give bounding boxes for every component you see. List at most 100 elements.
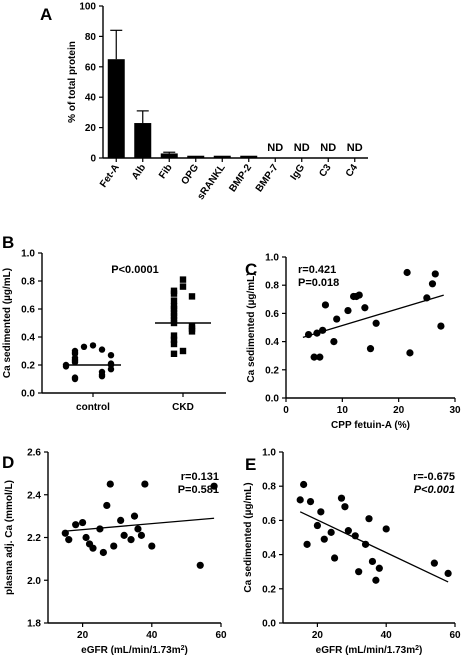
data-point <box>368 557 377 566</box>
control-point <box>80 343 88 350</box>
data-point <box>79 518 87 527</box>
data-point <box>127 536 135 544</box>
bar <box>213 155 231 158</box>
p-value-annotation: P<0.001 <box>414 484 455 496</box>
data-point <box>96 525 104 533</box>
y-tick-label: 100 <box>79 2 96 13</box>
data-point <box>361 304 369 312</box>
data-point <box>306 497 315 506</box>
ckd-point <box>170 290 178 297</box>
data-point <box>361 540 370 548</box>
data-point <box>65 536 73 544</box>
data-point <box>319 326 327 334</box>
data-point <box>148 542 156 550</box>
x-tick-label: control <box>76 402 110 413</box>
data-point <box>99 548 107 557</box>
data-point <box>327 528 335 536</box>
control-point <box>107 366 115 373</box>
y-axis-label: Ca sedimented (µg/mL) <box>246 272 257 382</box>
data-point <box>320 535 328 543</box>
y-tick-label: 0.4 <box>265 337 279 348</box>
data-point <box>437 322 445 330</box>
r-value-annotation: r=-0.675 <box>413 471 455 483</box>
data-point <box>304 330 313 339</box>
data-point <box>423 294 431 302</box>
data-point <box>61 529 69 537</box>
x-tick-label: 60 <box>449 630 461 641</box>
data-point <box>317 508 325 516</box>
control-point <box>98 373 106 380</box>
ckd-point <box>179 283 187 290</box>
y-tick-label: 1.0 <box>265 253 279 264</box>
data-point <box>313 521 321 530</box>
y-tick-label: 0.0 <box>265 394 279 405</box>
data-point <box>310 353 318 361</box>
data-point <box>351 532 359 540</box>
y-tick-label: 0.8 <box>265 281 279 292</box>
y-tick-label: 60 <box>85 62 97 73</box>
data-point <box>331 554 339 562</box>
y-tick-label: 0.2 <box>265 365 279 376</box>
data-point <box>103 501 111 510</box>
data-point <box>106 480 114 488</box>
y-tick-label: 1.0 <box>21 249 35 260</box>
y-tick-label: 40 <box>85 93 97 104</box>
data-point <box>313 329 321 337</box>
ckd-point <box>170 332 178 339</box>
data-point <box>141 480 149 488</box>
y-tick-label: 80 <box>85 32 97 43</box>
data-point <box>210 482 218 490</box>
panel-b-dot-plot: 0.0 0.2 0.4 0.6 0.8 1.0 Ca sedimented (µg/mL) c… <box>2 249 226 413</box>
x-tick-label: 30 <box>449 405 461 416</box>
data-point <box>134 525 142 533</box>
x-tick-label: 20 <box>312 630 324 641</box>
nd-label: ND <box>320 142 336 154</box>
data-point <box>196 561 204 569</box>
ckd-point <box>170 312 178 320</box>
control-point <box>98 346 106 353</box>
ckd-point <box>170 297 178 304</box>
data-point <box>431 270 439 278</box>
p-value-annotation: P<0.0001 <box>111 264 158 276</box>
x-tick-label: C4 <box>344 162 361 179</box>
x-tick-label: 40 <box>381 630 393 641</box>
control-point <box>89 342 97 349</box>
y-tick-label: 0.6 <box>265 309 279 320</box>
ckd-point <box>170 340 178 348</box>
x-tick-label: CKD <box>172 402 194 413</box>
bar <box>187 155 205 158</box>
y-tick-label: 1.0 <box>262 448 276 459</box>
x-tick-label: Fib <box>157 162 175 181</box>
ckd-point <box>170 305 178 313</box>
bar <box>160 153 178 158</box>
x-tick-label: 60 <box>215 630 227 641</box>
control-point <box>71 375 79 383</box>
control-point <box>107 352 115 359</box>
x-tick-label: OPG <box>179 162 201 187</box>
data-point <box>303 540 311 548</box>
data-point <box>344 527 352 535</box>
panel-label-e: E <box>245 455 256 474</box>
data-point <box>316 353 324 361</box>
data-point <box>444 569 452 578</box>
y-tick-label: 1.8 <box>27 619 41 630</box>
data-point <box>355 291 363 299</box>
data-point <box>120 531 128 539</box>
control-point <box>71 359 79 366</box>
r-value-annotation: r=0.421 <box>298 264 336 276</box>
data-point <box>337 494 346 502</box>
bar <box>107 59 125 159</box>
data-point <box>130 512 139 520</box>
x-tick-label: IgG <box>289 162 308 182</box>
data-point <box>321 301 330 309</box>
x-axis-label: eGFR (mL/min/1.73m2) <box>316 645 423 657</box>
x-tick-label: Fet-A <box>98 162 122 189</box>
data-point <box>382 525 390 533</box>
x-tick-label: BMP-7 <box>254 162 281 194</box>
control-point <box>62 363 70 370</box>
x-tick-label: 20 <box>77 630 89 641</box>
y-tick-label: 0.8 <box>262 482 276 493</box>
nd-label: ND <box>267 142 283 154</box>
p-value-annotation: P=0.581 <box>178 484 219 496</box>
